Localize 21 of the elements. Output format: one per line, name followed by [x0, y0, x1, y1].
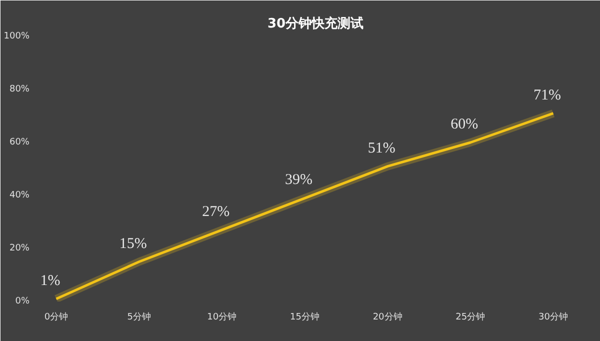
y-tick-label: 0% — [15, 296, 30, 306]
x-tick-label: 15分钟 — [290, 312, 320, 322]
y-tick-label: 80% — [9, 84, 30, 94]
x-tick-label: 30分钟 — [538, 312, 568, 322]
x-tick-label: 0分钟 — [44, 312, 68, 322]
data-label: 71% — [533, 87, 561, 104]
chart-title: 30分钟快充测试 — [267, 16, 364, 32]
data-label: 39% — [284, 172, 312, 188]
data-label: 60% — [450, 116, 478, 132]
x-tick-label: 5分钟 — [127, 312, 151, 322]
data-label: 27% — [202, 204, 230, 220]
data-label: 51% — [368, 140, 396, 156]
data-label: 15% — [119, 236, 147, 252]
y-tick-label: 20% — [9, 244, 30, 254]
y-tick-label: 40% — [9, 190, 30, 200]
x-tick-label: 25分钟 — [456, 312, 486, 322]
data-label: 1% — [40, 272, 60, 289]
y-tick-label: 100% — [4, 32, 30, 42]
x-tick-label: 20分钟 — [372, 312, 402, 322]
y-tick-label: 60% — [9, 138, 30, 148]
x-tick-label: 10分钟 — [207, 312, 237, 322]
